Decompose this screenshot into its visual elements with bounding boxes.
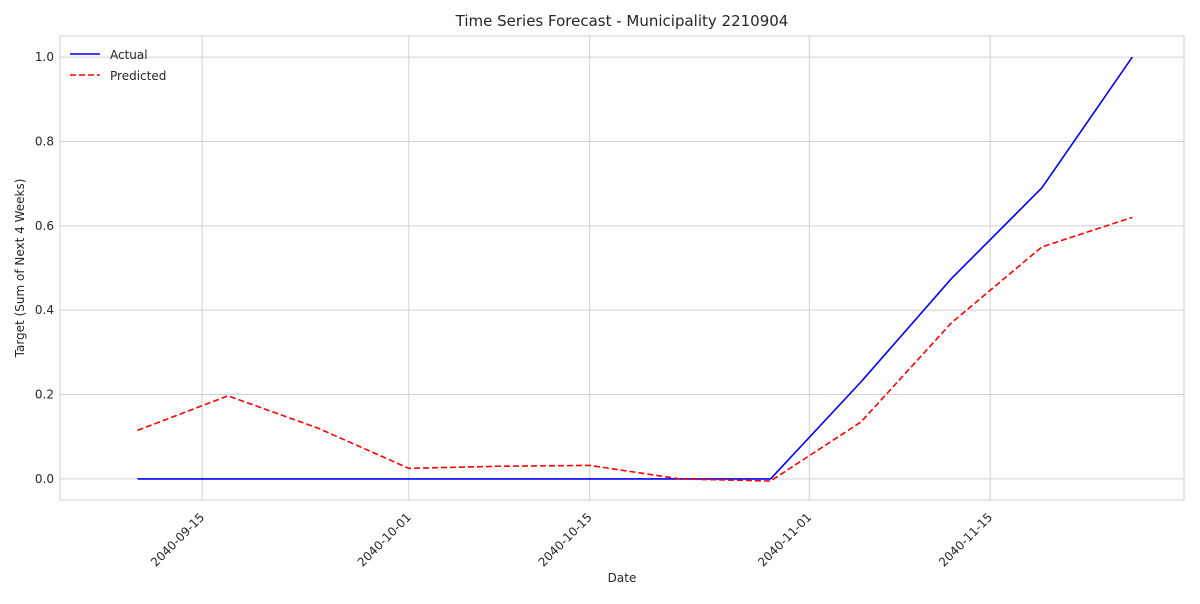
plot-frame xyxy=(59,35,1185,501)
series-line-actual xyxy=(137,56,1133,480)
y-tick-label: 1.0 xyxy=(35,50,54,64)
chart-title: Time Series Forecast - Municipality 2210… xyxy=(455,12,789,30)
y-tick-labels: 0.0 0.2 0.4 0.6 0.8 1.0 xyxy=(35,50,54,486)
x-axis-label: Date xyxy=(608,571,637,585)
series-lines xyxy=(137,56,1133,482)
y-tick-label: 0.2 xyxy=(35,388,54,402)
y-tick-label: 0.0 xyxy=(35,472,54,486)
legend-label-predicted: Predicted xyxy=(110,69,166,83)
series-line-predicted xyxy=(137,216,1133,482)
y-tick-label: 0.4 xyxy=(35,303,54,317)
legend: Actual Predicted xyxy=(70,48,166,83)
y-tick-label: 0.6 xyxy=(35,219,54,233)
y-axis-label: Target (Sum of Next 4 Weeks) xyxy=(13,179,27,359)
legend-label-actual: Actual xyxy=(110,48,148,62)
y-tick-label: 0.8 xyxy=(35,134,54,148)
